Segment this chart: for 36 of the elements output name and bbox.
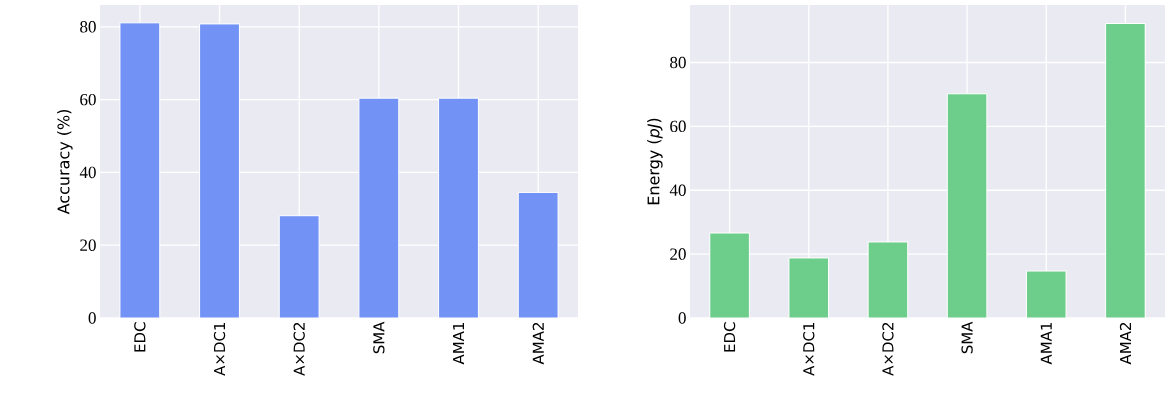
bar <box>119 22 161 318</box>
x-tick-label: AMA2 <box>1119 323 1131 365</box>
bar <box>1105 23 1146 318</box>
x-tick-label: A×DC2 <box>882 323 894 376</box>
bar <box>358 97 400 318</box>
bar <box>1025 270 1067 318</box>
y-tick-label: 40 <box>79 166 96 179</box>
x-tick-label: AMA1 <box>1040 322 1052 365</box>
bar <box>199 23 240 318</box>
y-tick-label: 0 <box>678 312 686 324</box>
x-tick-label: EDC <box>723 322 736 352</box>
bar <box>278 215 320 318</box>
bar <box>788 257 830 318</box>
x-tick-label: AMA2 <box>532 323 544 365</box>
bar <box>946 93 988 318</box>
x-tick-label: SMA <box>373 321 385 354</box>
y-axis-title: Accuracy (%) <box>57 109 73 215</box>
bar <box>867 241 909 318</box>
x-tick-label: SMA <box>961 321 973 354</box>
y-tick-label: 80 <box>670 56 686 69</box>
x-tick-label: AMA1 <box>453 322 464 365</box>
bar <box>517 191 559 318</box>
x-tick-label: EDC <box>134 322 146 352</box>
y-tick-label: 20 <box>80 239 96 251</box>
y-tick-label: 0 <box>88 312 96 324</box>
y-tick-label: 60 <box>670 120 686 133</box>
y-tick-label: 20 <box>670 248 686 260</box>
x-tick-label: A×DC1 <box>213 322 226 376</box>
bar <box>709 232 750 318</box>
bar <box>438 97 479 318</box>
y-tick-label: 40 <box>669 184 686 196</box>
x-tick-label: A×DC1 <box>803 322 815 376</box>
y-axis-title: Energy (pJ) <box>647 118 663 205</box>
x-tick-label: A×DC2 <box>293 323 305 376</box>
y-tick-label: 80 <box>80 21 96 33</box>
y-tick-label: 60 <box>80 93 96 106</box>
